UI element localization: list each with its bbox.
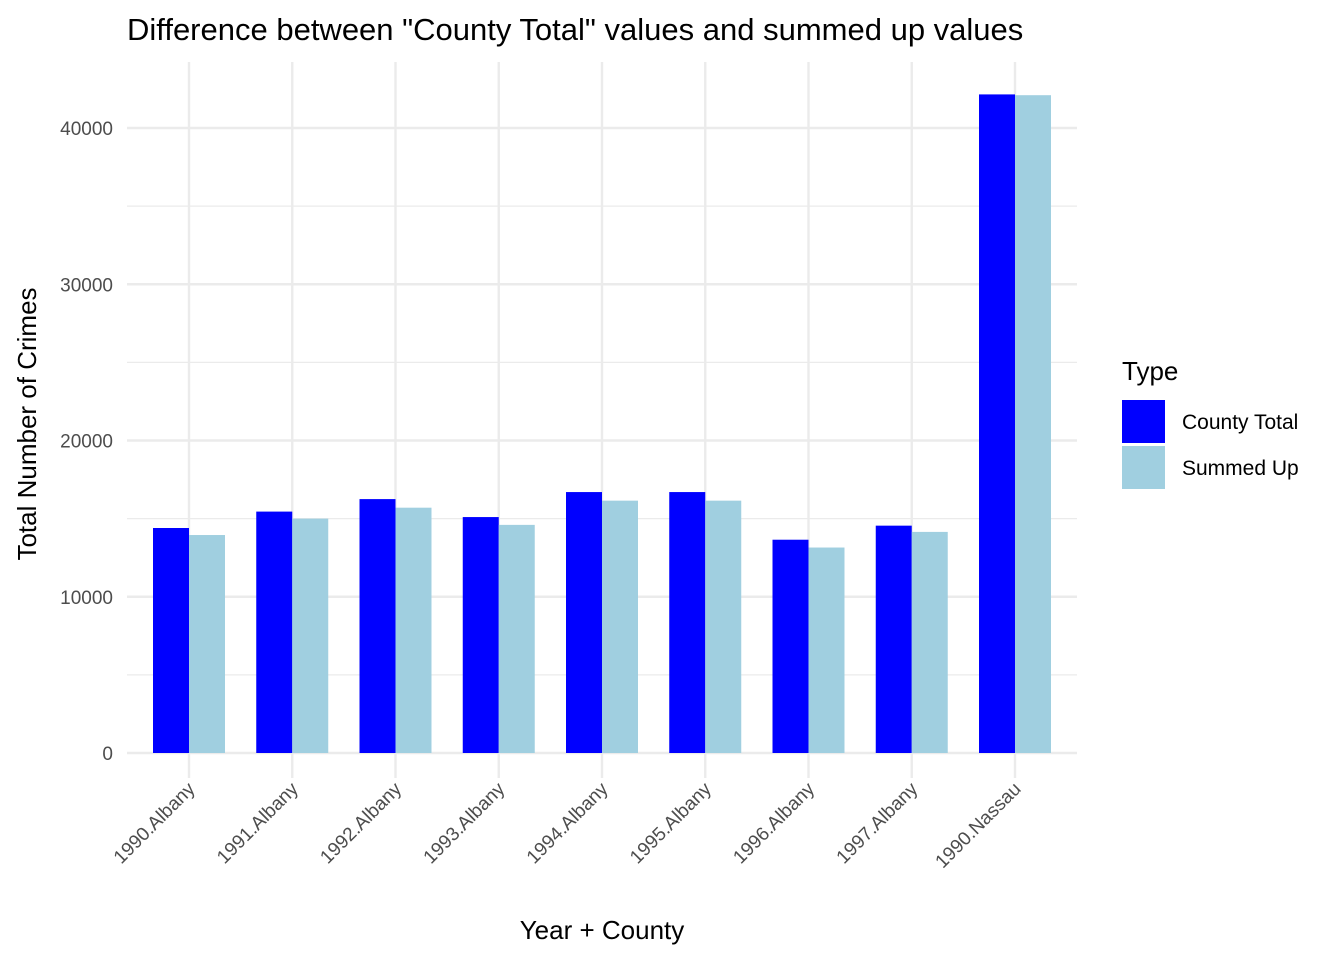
y-tick-label: 40000 — [60, 119, 113, 140]
x-axis-ticks: 1990.Albany 1991.Albany 1992.Albany 1993.Al… — [110, 778, 1026, 872]
x-tick-label: 1995.Albany — [626, 778, 716, 868]
bar-county-total — [566, 492, 602, 753]
x-tick-label: 1993.Albany — [420, 778, 510, 868]
x-tick-label: 1991.Albany — [213, 778, 303, 868]
bar-county-total — [359, 499, 396, 753]
bar-summed-up — [1015, 95, 1051, 753]
x-tick-label: 1997.Albany — [833, 778, 923, 868]
bar-summed-up — [395, 507, 432, 753]
y-tick-label: 10000 — [60, 588, 113, 609]
legend-key-summed-up — [1122, 446, 1165, 489]
y-tick-label: 30000 — [60, 275, 113, 296]
chart-title: Difference between "County Total" values… — [127, 12, 1023, 47]
bar-summed-up — [498, 524, 535, 753]
bar-county-total — [256, 511, 293, 753]
y-axis-ticks: 0 10000 20000 30000 40000 — [60, 119, 113, 765]
x-tick-label: 1990.Nassau — [932, 779, 1026, 873]
bar-summed-up — [292, 518, 329, 753]
bar-summed-up — [189, 535, 225, 753]
y-axis-title: Total Number of Crimes — [12, 287, 42, 560]
bar-county-total — [462, 517, 499, 753]
bar-county-total — [772, 539, 809, 753]
bars — [153, 94, 1051, 753]
legend-title: Type — [1122, 356, 1178, 386]
x-axis-title: Year + County — [520, 915, 685, 945]
legend-label: County Total — [1182, 411, 1298, 434]
bar-summed-up — [602, 500, 638, 753]
bar-county-total — [979, 94, 1015, 753]
legend-key-county-total — [1122, 400, 1165, 443]
bar-summed-up — [705, 500, 742, 753]
bar-county-total — [875, 525, 912, 753]
legend-label: Summed Up — [1182, 457, 1299, 480]
y-tick-label: 0 — [102, 744, 113, 765]
legend: Type County Total Summed Up — [1122, 356, 1299, 489]
bar-county-total — [669, 492, 706, 753]
x-tick-label: 1994.Albany — [523, 778, 613, 868]
y-tick-label: 20000 — [60, 432, 113, 453]
x-tick-label: 1990.Albany — [110, 778, 200, 868]
bar-summed-up — [911, 531, 948, 753]
bar-summed-up — [808, 547, 845, 753]
x-tick-label: 1992.Albany — [316, 778, 406, 868]
bar-county-total — [153, 528, 189, 753]
x-tick-label: 1996.Albany — [729, 778, 819, 868]
